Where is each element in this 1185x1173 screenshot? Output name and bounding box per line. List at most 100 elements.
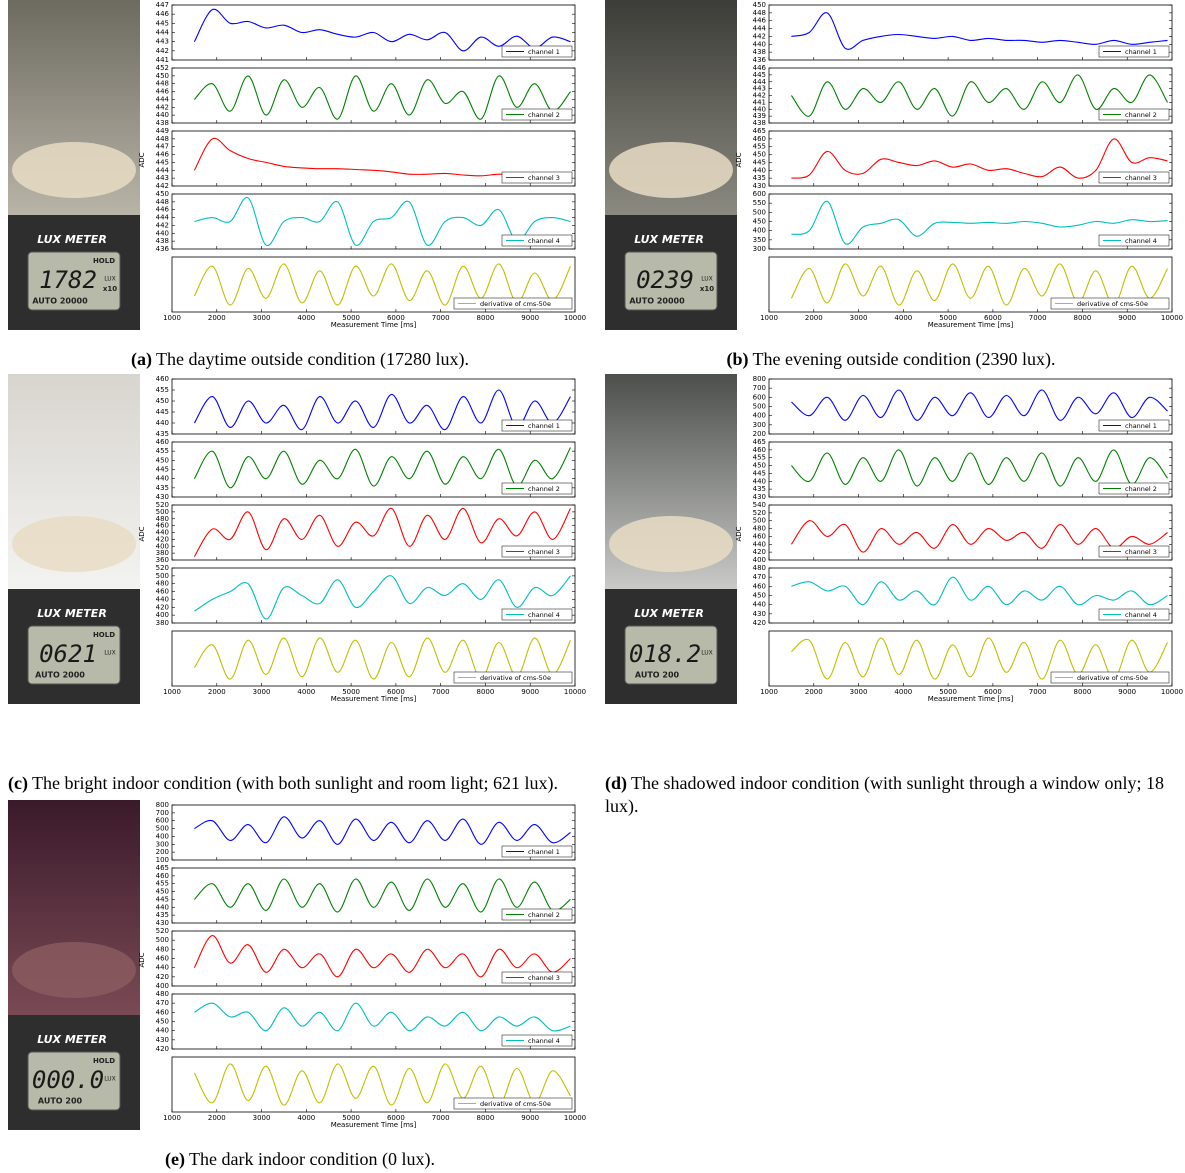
y-tick-label: 500 (156, 825, 169, 833)
y-tick-label: 400 (156, 611, 169, 619)
x-tick-label: 4000 (297, 1114, 315, 1122)
y-tick-label: 439 (753, 112, 766, 120)
y-tick-label: 460 (753, 532, 766, 540)
y-tick-label: 445 (753, 469, 766, 477)
x-tick-label: 9000 (1118, 688, 1136, 696)
legend-label: channel 4 (1125, 611, 1157, 619)
y-tick-label: 455 (156, 386, 169, 394)
y-tick-label: 440 (753, 105, 766, 113)
y-tick-label: 450 (156, 888, 169, 896)
legend-label: channel 3 (528, 548, 560, 556)
y-tick-label: 430 (156, 493, 169, 501)
y-tick-label: 480 (753, 564, 766, 572)
plot-frame (171, 567, 576, 624)
y-tick-label: 440 (753, 40, 766, 48)
y-tick-label: 440 (156, 964, 169, 972)
data-line (790, 263, 1168, 306)
legend-box (1098, 108, 1170, 121)
data-line (194, 197, 571, 246)
y-tick-label: 520 (156, 927, 169, 935)
y-tick-label: 440 (156, 903, 169, 911)
y-tick-label: 446 (156, 151, 170, 159)
legend-box (1098, 608, 1170, 621)
y-tick-label: 450 (753, 592, 766, 600)
y-tick-label: 445 (753, 71, 766, 79)
y-tick-label: 448 (156, 135, 169, 143)
x-tick-label: 5000 (342, 1114, 360, 1122)
data-line (791, 12, 1168, 50)
legend-box (501, 45, 573, 58)
x-tick-label: 4000 (894, 688, 912, 696)
y-tick-label: 480 (156, 945, 169, 953)
y-tick-label: 435 (156, 484, 169, 492)
y-tick-label: 446 (156, 10, 170, 18)
x-axis-label: Measurement Time [ms] (331, 1121, 417, 1129)
y-axis-label: ADC (735, 526, 743, 541)
x-tick-label: 5000 (939, 688, 957, 696)
caption-text: The bright indoor condition (with both s… (31, 773, 558, 793)
y-tick-label: 450 (156, 1018, 169, 1026)
y-tick-label: 444 (156, 95, 170, 103)
y-tick-label: 400 (156, 542, 169, 550)
y-tick-label: 465 (753, 438, 766, 446)
legend-label: channel 2 (528, 111, 560, 119)
legend-box (1050, 297, 1170, 310)
legend-box (501, 545, 573, 558)
caption-label: (e) (165, 1149, 186, 1169)
x-tick-label: 10000 (564, 1114, 586, 1122)
y-tick-label: 800 (753, 375, 766, 383)
meter-multiplier: x10 (103, 285, 117, 293)
plot-frame (171, 130, 576, 187)
legend-label: channel 2 (528, 485, 560, 493)
x-tick-label: 8000 (477, 1114, 495, 1122)
data-line (193, 507, 571, 557)
y-tick-label: 300 (753, 421, 766, 429)
data-line (193, 637, 571, 680)
y-tick-label: 450 (156, 456, 169, 464)
y-tick-label: 430 (156, 1036, 169, 1044)
caption-label: (d) (605, 773, 627, 793)
x-axis-label: Measurement Time [ms] (331, 695, 417, 703)
y-tick-label: 442 (156, 182, 169, 190)
y-tick-label: 400 (156, 832, 169, 840)
x-tick-label: 8000 (1074, 688, 1092, 696)
y-tick-label: 100 (156, 856, 169, 864)
x-tick-label: 6000 (984, 314, 1002, 322)
caption-label: (a) (131, 349, 153, 369)
y-tick-label: 450 (753, 1, 766, 9)
x-tick-label: 2000 (208, 314, 226, 322)
data-line (194, 1002, 571, 1032)
plot-frame (171, 256, 576, 313)
y-tick-label: 444 (156, 214, 170, 222)
y-tick-label: 445 (156, 895, 169, 903)
y-tick-label: 440 (156, 111, 169, 119)
y-tick-label: 450 (156, 397, 169, 405)
y-tick-label: 465 (753, 127, 766, 135)
y-tick-label: 446 (156, 206, 170, 214)
x-tick-label: 2000 (805, 314, 823, 322)
y-tick-label: 420 (156, 973, 169, 981)
y-tick-label: 438 (156, 119, 169, 127)
y-tick-label: 420 (753, 619, 766, 627)
y-tick-label: 460 (753, 135, 766, 143)
y-tick-label: 455 (156, 880, 169, 888)
y-tick-label: 470 (753, 573, 766, 581)
x-tick-label: 9000 (521, 688, 539, 696)
meter-unit: LUX (701, 276, 713, 283)
y-axis-label: ADC (138, 152, 146, 167)
y-tick-label: 500 (156, 572, 169, 580)
data-line (791, 449, 1168, 487)
x-tick-label: 4000 (297, 314, 315, 322)
y-tick-label: 445 (156, 466, 169, 474)
plot-frame (171, 193, 576, 250)
data-line (791, 637, 1168, 680)
y-tick-label: 465 (156, 864, 169, 872)
legend-label: channel 4 (528, 1037, 560, 1045)
x-tick-label: 5000 (342, 314, 360, 322)
y-tick-label: 480 (156, 515, 169, 523)
y-tick-label: 520 (753, 509, 766, 517)
y-tick-label: 360 (156, 556, 169, 564)
y-tick-label: 440 (156, 229, 169, 237)
plot-frame (768, 4, 1173, 61)
